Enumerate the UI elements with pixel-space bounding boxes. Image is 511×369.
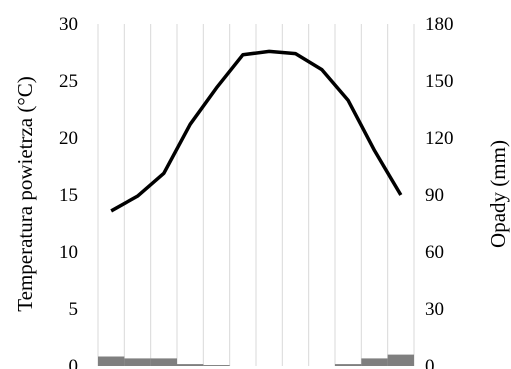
precipitation-bar: [98, 356, 125, 366]
right-tick-label: 120: [425, 128, 454, 149]
left-tick-label: 5: [69, 299, 79, 320]
right-tick-label: 150: [425, 71, 454, 92]
left-tick-label: 15: [59, 185, 78, 206]
left-tick-label: 10: [59, 242, 78, 263]
left-tick-label: 30: [59, 14, 78, 35]
precipitation-bar: [203, 365, 230, 366]
precipitation-bar: [177, 364, 204, 366]
precipitation-bar: [361, 358, 388, 366]
vertical-gridlines: [97, 24, 415, 366]
temperature-line: [110, 49, 403, 213]
left-tick-label: 0: [69, 356, 79, 369]
right-axis-ticks: 0 30 60 90 120 150 180: [425, 14, 454, 369]
left-tick-label: 20: [59, 128, 78, 149]
right-axis-title: Opady (mm): [486, 140, 510, 248]
right-tick-label: 30: [425, 299, 444, 320]
right-tick-label: 180: [425, 14, 454, 35]
precipitation-bar: [124, 358, 151, 366]
precipitation-bar: [387, 354, 414, 366]
right-tick-label: 60: [425, 242, 444, 263]
precipitation-bar: [150, 358, 177, 366]
left-axis-title: Temperatura powietrza (°C): [13, 76, 37, 311]
precipitation-bar: [335, 364, 362, 366]
right-tick-label: 0: [425, 356, 435, 369]
left-axis-ticks: 0 5 10 15 20 25 30: [59, 14, 78, 369]
right-tick-label: 90: [425, 185, 444, 206]
precipitation-bars: [98, 354, 414, 366]
temperature-line-group: [110, 49, 403, 213]
left-tick-label: 25: [59, 71, 78, 92]
